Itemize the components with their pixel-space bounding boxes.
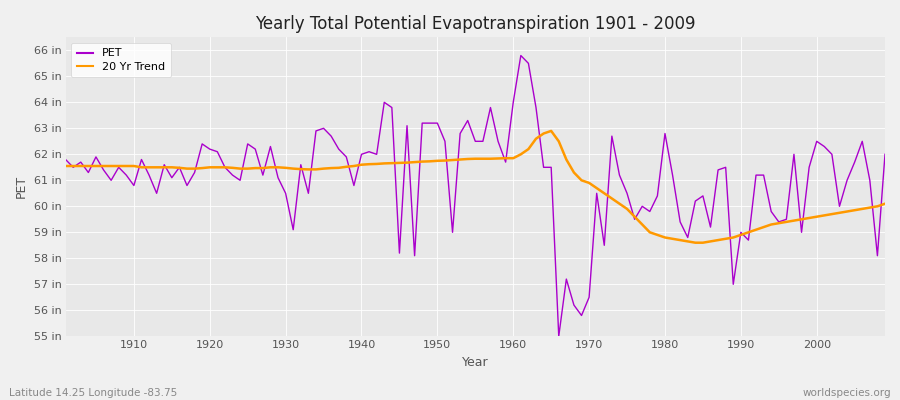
- Text: worldspecies.org: worldspecies.org: [803, 388, 891, 398]
- Legend: PET, 20 Yr Trend: PET, 20 Yr Trend: [71, 43, 171, 77]
- X-axis label: Year: Year: [462, 356, 489, 369]
- Title: Yearly Total Potential Evapotranspiration 1901 - 2009: Yearly Total Potential Evapotranspiratio…: [255, 15, 696, 33]
- Y-axis label: PET: PET: [15, 175, 28, 198]
- Text: Latitude 14.25 Longitude -83.75: Latitude 14.25 Longitude -83.75: [9, 388, 177, 398]
